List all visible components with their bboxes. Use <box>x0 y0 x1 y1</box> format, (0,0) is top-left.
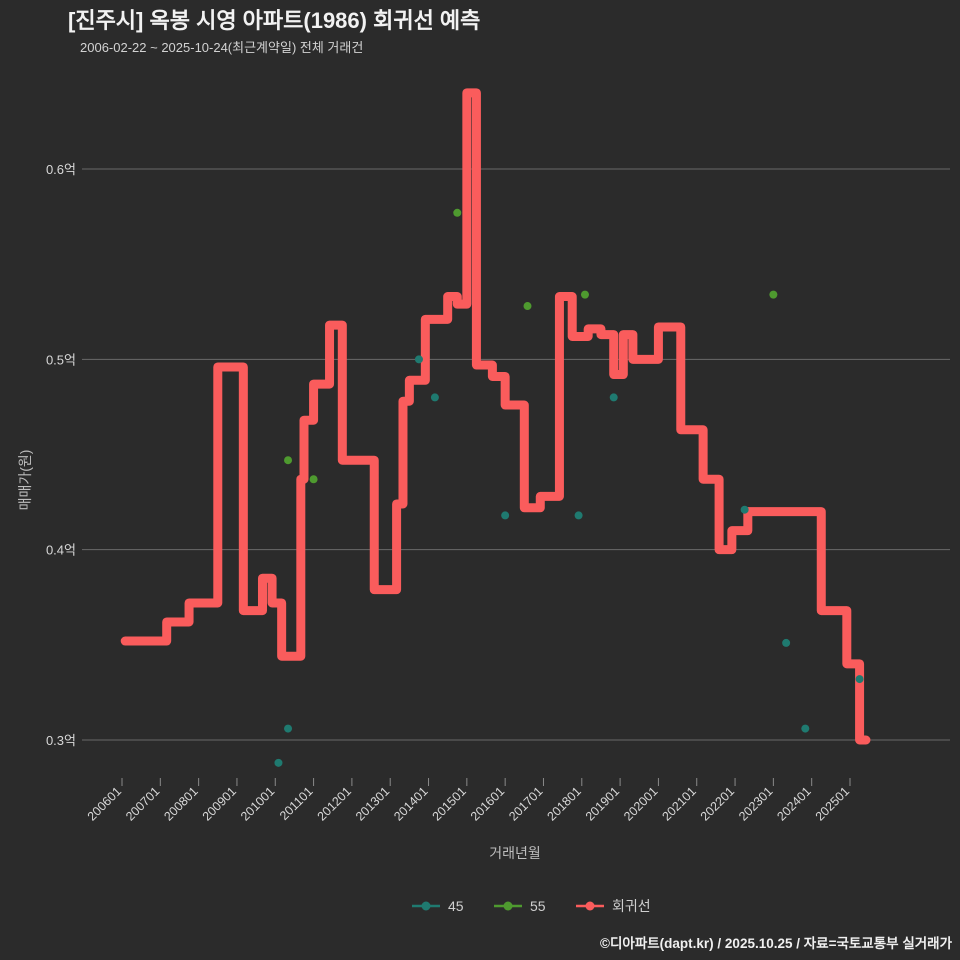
legend-swatch-dot <box>421 901 431 911</box>
regression-line[interactable] <box>120 88 871 745</box>
scatter-point-55[interactable] <box>523 302 532 311</box>
legend-swatch-dot <box>585 901 595 911</box>
chart-legend[interactable]: 45 55 회귀선 <box>412 898 651 914</box>
y-axis-ticks: 0.6억 0.5억 0.4억 0.3억 <box>46 162 76 748</box>
legend-swatch-dot <box>503 901 513 911</box>
y-axis-tick-label: 0.5억 <box>46 352 76 367</box>
scatter-point-45[interactable] <box>855 675 864 684</box>
scatter-point-45[interactable] <box>430 393 439 402</box>
legend-item-45[interactable]: 45 <box>412 898 464 914</box>
legend-label: 55 <box>530 898 546 914</box>
scatter-point-45[interactable] <box>609 393 618 402</box>
scatter-point-55[interactable] <box>769 290 778 299</box>
scatter-point-45[interactable] <box>740 505 749 514</box>
scatter-point-55[interactable] <box>284 456 293 465</box>
chart-subtitle: 2006-02-22 ~ 2025-10-24(최근계약일) 전체 거래건 <box>80 40 363 55</box>
scatter-point-45[interactable] <box>284 724 293 733</box>
legend-item-55[interactable]: 55 <box>494 898 546 914</box>
footer-credit: ©디아파트(dapt.kr) / 2025.10.25 / 자료=국토교통부 실… <box>600 935 953 951</box>
series-layer <box>120 88 871 767</box>
scatter-point-45[interactable] <box>782 638 791 647</box>
x-axis-title: 거래년월 <box>489 845 541 861</box>
scatter-point-55[interactable] <box>309 475 318 484</box>
y-axis-tick-label: 0.3억 <box>46 733 76 748</box>
y-axis-tick-label: 0.6억 <box>46 162 76 177</box>
y-axis-tick-label: 0.4억 <box>46 543 76 558</box>
scatter-point-45[interactable] <box>801 724 810 733</box>
scatter-point-55[interactable] <box>453 208 462 217</box>
legend-label: 45 <box>448 898 464 914</box>
legend-item-회귀선[interactable]: 회귀선 <box>576 898 651 914</box>
grid-lines <box>82 168 950 741</box>
legend-label: 회귀선 <box>612 898 651 914</box>
y-axis-title: 매매가(원) <box>17 450 33 511</box>
scatter-point-45[interactable] <box>414 355 423 364</box>
scatter-point-45[interactable] <box>501 511 510 520</box>
scatter-point-45[interactable] <box>274 758 283 767</box>
page-title: [진주시] 옥봉 시영 아파트(1986) 회귀선 예측 <box>68 8 480 33</box>
scatter-point-45[interactable] <box>574 511 583 520</box>
scatter-point-55[interactable] <box>580 290 589 299</box>
